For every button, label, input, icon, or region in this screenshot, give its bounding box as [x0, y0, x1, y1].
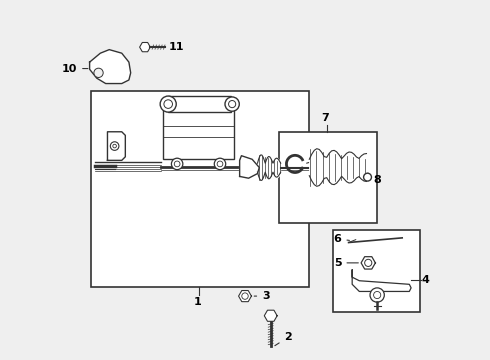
Polygon shape: [361, 257, 375, 269]
Polygon shape: [90, 50, 131, 84]
Polygon shape: [352, 270, 411, 292]
Text: 1: 1: [194, 297, 202, 307]
Polygon shape: [264, 310, 277, 321]
Polygon shape: [240, 156, 259, 178]
Text: 7: 7: [321, 113, 329, 123]
Bar: [279, 132, 377, 223]
Text: 2: 2: [275, 332, 292, 346]
Text: 10: 10: [62, 64, 88, 73]
Circle shape: [214, 158, 226, 170]
Text: 11: 11: [165, 42, 184, 52]
Circle shape: [242, 293, 248, 299]
Bar: [92, 91, 309, 287]
Polygon shape: [107, 132, 125, 160]
Polygon shape: [239, 291, 251, 302]
Text: 8: 8: [368, 173, 381, 185]
Circle shape: [365, 259, 372, 266]
Text: 6: 6: [334, 234, 349, 244]
Circle shape: [94, 68, 103, 77]
Circle shape: [164, 100, 172, 108]
Circle shape: [370, 288, 384, 302]
Bar: [333, 230, 420, 312]
Circle shape: [364, 173, 371, 181]
Circle shape: [228, 100, 236, 108]
Circle shape: [373, 292, 381, 298]
Text: 5: 5: [334, 258, 358, 268]
Polygon shape: [140, 42, 150, 52]
Text: 9: 9: [307, 154, 324, 164]
Text: 3: 3: [254, 291, 270, 301]
Circle shape: [225, 97, 239, 111]
Circle shape: [172, 158, 183, 170]
Circle shape: [110, 142, 119, 150]
Circle shape: [217, 161, 223, 167]
Text: 4: 4: [421, 275, 429, 285]
Circle shape: [174, 161, 180, 167]
Circle shape: [113, 144, 117, 148]
Bar: [168, 96, 231, 112]
Bar: [163, 109, 234, 158]
Circle shape: [160, 96, 176, 112]
